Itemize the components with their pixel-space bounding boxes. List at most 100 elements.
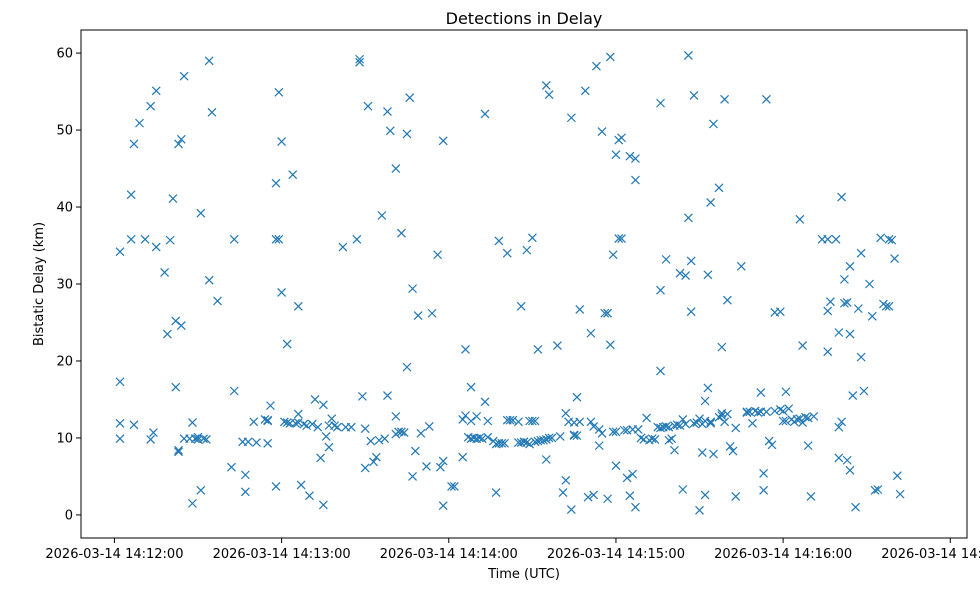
data-point <box>761 94 771 104</box>
data-point <box>176 321 186 330</box>
data-point <box>848 391 858 401</box>
data-point <box>360 424 370 434</box>
data-point <box>435 462 445 472</box>
data-point <box>856 352 866 362</box>
data-point <box>274 87 284 97</box>
data-point <box>171 316 181 326</box>
data-point <box>310 395 320 404</box>
y-tick-label: 30 <box>56 278 73 293</box>
data-point <box>140 234 150 244</box>
data-point <box>279 417 289 427</box>
data-point <box>346 422 356 432</box>
data-point <box>115 418 125 428</box>
data-point <box>670 445 679 455</box>
data-point <box>625 151 635 161</box>
data-point <box>806 492 816 501</box>
data-point <box>553 341 562 351</box>
data-point <box>377 211 387 220</box>
data-point <box>611 427 621 437</box>
data-point <box>656 98 665 108</box>
data-point <box>541 80 551 90</box>
data-point <box>633 425 643 434</box>
data-point <box>617 133 626 143</box>
data-point <box>293 409 303 419</box>
data-point <box>466 382 476 392</box>
data-point <box>837 417 847 427</box>
data-point <box>505 415 515 425</box>
data-point <box>424 421 434 431</box>
data-point <box>572 431 582 441</box>
data-point <box>697 448 707 457</box>
data-point <box>656 366 665 376</box>
data-point <box>427 308 437 318</box>
data-point <box>692 418 702 427</box>
data-point <box>675 421 685 431</box>
data-point <box>201 435 211 444</box>
plot-area-frame <box>80 29 968 539</box>
data-point <box>296 480 306 490</box>
data-point <box>664 422 674 432</box>
data-point <box>594 441 604 451</box>
data-point <box>661 421 671 431</box>
data-point <box>408 471 417 481</box>
x-axis-label: Time (UTC) <box>487 567 560 582</box>
data-point <box>761 407 771 417</box>
data-point <box>508 415 518 425</box>
data-point <box>720 417 730 427</box>
data-point <box>781 416 791 426</box>
data-point <box>500 438 509 448</box>
data-point <box>477 434 487 444</box>
data-point <box>722 295 732 305</box>
data-point <box>656 423 665 433</box>
data-point <box>865 279 874 289</box>
data-point <box>753 408 763 417</box>
data-point <box>678 485 688 494</box>
data-point <box>566 505 576 514</box>
data-point <box>664 435 674 445</box>
data-point <box>288 170 298 180</box>
data-point <box>115 377 125 387</box>
data-point <box>884 234 894 244</box>
data-point <box>837 192 847 202</box>
data-point <box>416 428 426 438</box>
data-point <box>611 150 621 160</box>
data-point <box>176 134 186 144</box>
data-point <box>700 490 710 500</box>
data-point <box>355 54 365 64</box>
y-tick-label: 0 <box>65 508 73 523</box>
data-point <box>700 396 710 406</box>
data-point <box>229 386 239 396</box>
data-point <box>873 485 883 494</box>
data-point <box>636 433 646 443</box>
data-point <box>126 190 136 200</box>
data-point <box>522 438 532 447</box>
x-axis: 2026-03-14 14:12:00 2026-03-14 14:13:00 20… <box>45 538 980 562</box>
data-point <box>399 428 409 437</box>
data-point <box>728 446 738 456</box>
data-point <box>681 419 691 429</box>
data-point <box>583 492 593 502</box>
x-tick-label: 2026-03-14 14:12:00 <box>45 547 183 562</box>
data-point <box>380 434 390 444</box>
data-point <box>695 505 704 515</box>
data-point <box>619 425 629 435</box>
data-point <box>449 482 459 491</box>
data-point <box>775 307 785 317</box>
data-point <box>466 416 476 426</box>
data-point <box>798 418 808 427</box>
data-point <box>795 214 805 224</box>
data-point <box>890 254 899 264</box>
data-point <box>834 328 844 337</box>
data-point <box>305 491 314 501</box>
data-point <box>213 296 222 306</box>
data-point <box>277 288 287 297</box>
data-point <box>703 270 713 280</box>
data-point <box>227 462 236 472</box>
data-point <box>876 233 886 243</box>
data-point <box>327 414 337 424</box>
data-point <box>115 247 125 257</box>
data-point <box>856 248 866 258</box>
data-point <box>188 418 197 427</box>
data-point <box>580 86 590 96</box>
data-point <box>271 234 281 244</box>
